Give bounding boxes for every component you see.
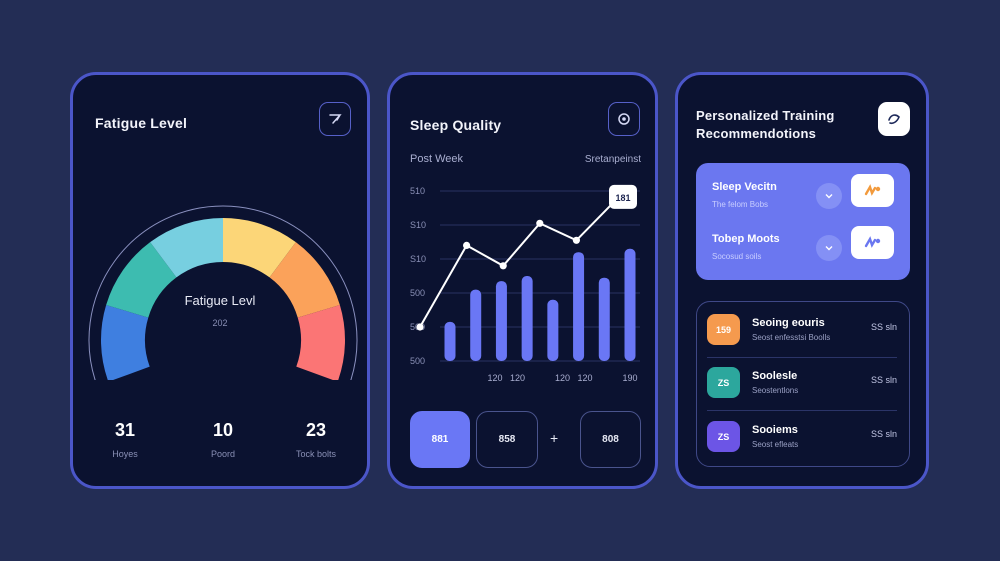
stat-poor: 10 Poord: [183, 420, 263, 459]
list-meta: SS sln: [870, 322, 897, 332]
stat-value: 10: [212, 420, 234, 440]
segment-button-2[interactable]: 858: [476, 411, 538, 468]
list-subtitle: Seost enfesstsi Boolls: [752, 333, 831, 342]
divider: [707, 410, 897, 411]
list-meta: SS sln: [870, 375, 897, 385]
segment-button-3[interactable]: 808: [580, 411, 641, 468]
y-tick-label: 510: [410, 186, 425, 196]
recommendations-panel: Sleep Vecitn The felom Bobs Tobep Moots …: [696, 163, 910, 280]
list-badge: ZS: [707, 367, 740, 398]
chart-right-label: Sretanpeinst: [585, 154, 641, 165]
gauge-segment: [101, 305, 150, 380]
gauge-segment: [296, 305, 345, 380]
sleep-card: Sleep Quality Post Week Sretanpeinst 510 S1…: [387, 72, 658, 489]
training-list: 159 Seoing eouris Seost enfesstsi Boolls…: [696, 301, 910, 467]
activity-icon[interactable]: [851, 226, 894, 259]
list-subtitle: Seost efleats: [752, 440, 799, 449]
callout-label: 181: [615, 193, 630, 203]
gauge-segment: [269, 242, 340, 318]
activity-icon[interactable]: [851, 174, 894, 207]
gauge-segment: [106, 242, 177, 318]
list-badge: ZS: [707, 421, 740, 452]
bar: [444, 321, 456, 361]
series-point: [499, 262, 507, 270]
recommendation-title: Sleep Vecitn: [712, 181, 777, 193]
bar: [521, 276, 533, 361]
fatigue-card: Fatigue Level Fatigue Levl 202 31 Hoyes …: [70, 72, 370, 489]
fatigue-title: Fatigue Level: [95, 115, 188, 131]
recommendation-title: Tobep Moots: [712, 233, 780, 245]
heart-swoosh-icon[interactable]: [878, 102, 910, 136]
bar: [573, 252, 585, 361]
recommendation-item[interactable]: Sleep Vecitn The felom Bobs: [712, 174, 902, 221]
chevron-down-icon[interactable]: [816, 183, 842, 209]
recommendation-subtitle: Socosud soils: [712, 252, 762, 261]
training-card: Personalized Training Recommendotions Sl…: [675, 72, 929, 489]
plus-icon[interactable]: +: [550, 430, 559, 446]
stat-label: Hoyes: [112, 449, 138, 459]
list-item[interactable]: ZS Sooiems Seost efleats SS sln: [707, 421, 897, 461]
series-point: [416, 323, 424, 331]
gauge-outline: [88, 205, 358, 380]
series-point: [572, 236, 580, 244]
list-item[interactable]: 159 Seoing eouris Seost enfesstsi Boolls…: [707, 314, 897, 354]
send-arrow-icon[interactable]: [319, 102, 351, 136]
x-tick-label: 120: [555, 373, 570, 383]
training-title: Personalized Training Recommendotions: [696, 108, 835, 141]
bar: [547, 299, 559, 361]
x-tick-label: 120: [510, 373, 525, 383]
gauge-value: 202: [212, 318, 228, 328]
list-item[interactable]: ZS Soolesle Seostentlons SS sln: [707, 367, 897, 407]
series-line: [419, 202, 614, 328]
segment-button-1[interactable]: 881: [410, 411, 470, 468]
recommendation-item[interactable]: Tobep Moots Socosud soils: [712, 226, 902, 273]
list-badge: 159: [707, 314, 740, 345]
bar: [624, 248, 636, 361]
gauge-segment: [150, 218, 223, 278]
sleep-title: Sleep Quality: [410, 117, 502, 133]
stat-label: Tock bolts: [295, 449, 337, 459]
x-tick-label: 190: [622, 373, 637, 383]
target-icon[interactable]: [608, 102, 640, 136]
list-title: Seoing eouris: [752, 317, 825, 329]
fatigue-gauge: [88, 205, 358, 380]
series-point: [536, 219, 544, 227]
bar: [598, 277, 610, 361]
y-tick-label: S10: [410, 220, 426, 230]
gauge-segment: [223, 218, 296, 278]
list-title: Sooiems: [752, 424, 798, 436]
recommendation-subtitle: The felom Bobs: [712, 200, 769, 209]
list-subtitle: Seostentlons: [752, 386, 799, 395]
divider: [707, 357, 897, 358]
x-tick-label: 120: [577, 373, 592, 383]
list-title: Soolesle: [752, 370, 798, 382]
gauge-label: Fatigue Levl: [184, 293, 256, 308]
stat-label: Poord: [210, 449, 236, 459]
y-tick-label: S10: [410, 254, 426, 264]
series-point: [463, 241, 471, 249]
bar: [495, 281, 507, 361]
chart-left-label: Post Week: [410, 153, 463, 165]
list-meta: SS sln: [870, 429, 897, 439]
y-tick-label: 500: [410, 288, 425, 298]
stat-value: 31: [114, 420, 136, 440]
x-tick-label: 120: [487, 373, 502, 383]
sleep-chart: Post WeekSretanpeinst510S10S105005005001…: [410, 153, 641, 383]
stat-tock: 23 Tock bolts: [276, 420, 356, 459]
y-tick-label: 500: [410, 356, 425, 366]
callout-box: [609, 184, 637, 209]
stat-value: 23: [305, 420, 327, 440]
chevron-down-icon[interactable]: [816, 235, 842, 261]
bar: [470, 289, 482, 361]
stat-hours: 31 Hoyes: [85, 420, 165, 459]
